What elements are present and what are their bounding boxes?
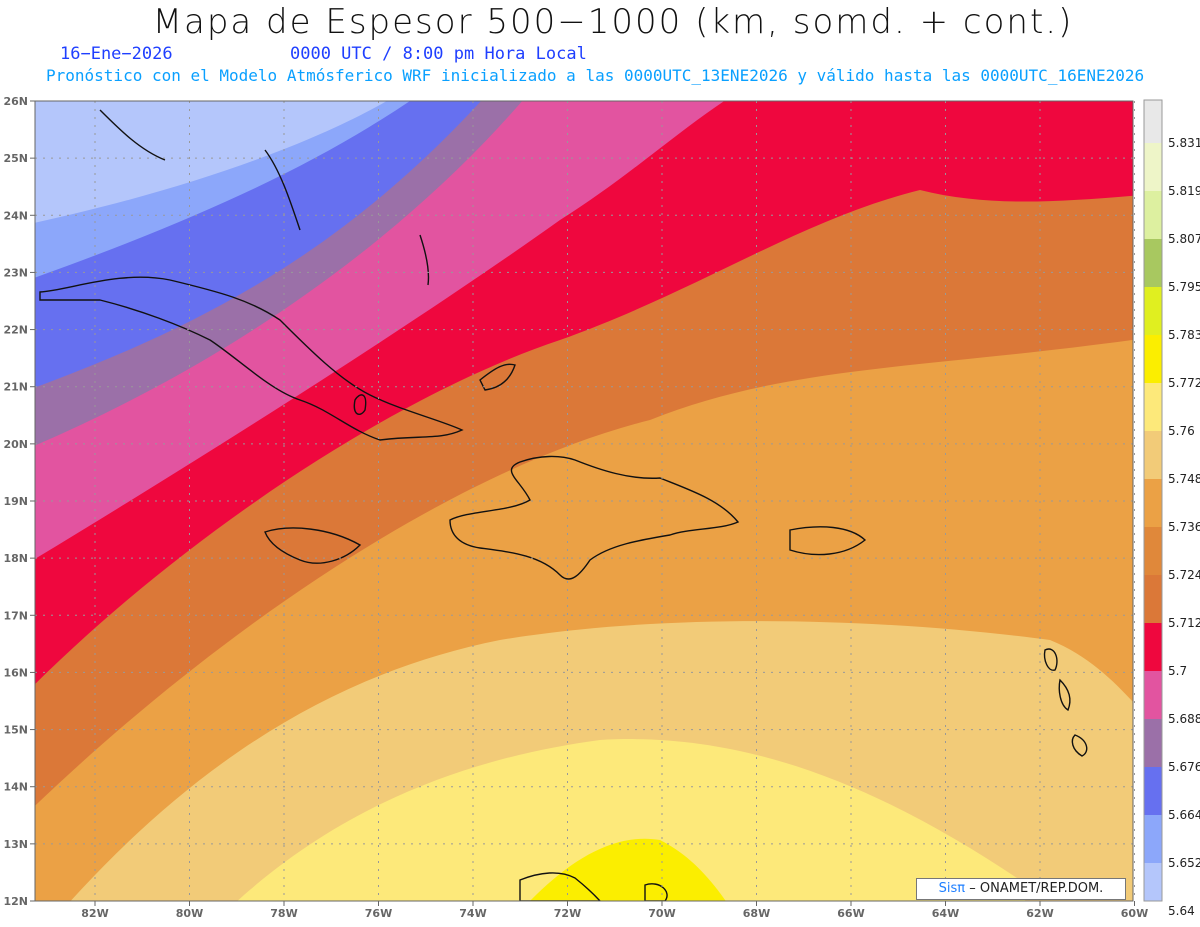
lon-label: 78W [270,907,297,920]
colorbar-swatch [1144,767,1162,815]
colorbar: 5.831 5.819 5.807 5.795 5.783 5.772 5.76 5.748 5… [1143,99,1200,918]
colorbar-frame [1143,99,1163,902]
lat-label: 25N [3,152,28,165]
graticule [35,100,1135,902]
colorbar-label: 5.676 [1168,760,1200,774]
lat-label: 18N [3,552,28,565]
colorbar-swatch [1144,671,1162,719]
lat-label: 17N [3,609,28,622]
valid-time: 0000 UTC / 8:00 pm Hora Local [290,44,587,64]
colorbar-label: 5.772 [1168,376,1200,390]
colorbar-label: 5.819 [1168,184,1200,198]
lat-label: 23N [3,266,28,279]
forecast-info: Pronóstico con el Modelo Atmósferico WRF… [46,66,1145,85]
lat-label: 13N [3,838,28,851]
lat-label: 20N [3,438,28,451]
lon-label: 80W [176,907,203,920]
lon-label: 74W [459,907,486,920]
lat-label: 12N [3,895,28,908]
lat-label: 19N [3,495,28,508]
colorbar-swatch [1144,239,1162,287]
lon-label: 76W [365,907,392,920]
thickness-bands [35,101,1133,901]
lon-label: 62W [1026,907,1053,920]
colorbar-label: 5.652 [1168,856,1200,870]
lon-label: 66W [837,907,864,920]
lat-label: 15N [3,724,28,737]
valid-date: 16−Ene−2026 [60,44,173,64]
colorbar-swatch [1144,383,1162,431]
credit-text: – ONAMET/REP.DOM. [969,881,1104,896]
lat-label: 21N [3,381,28,394]
lon-label: 64W [932,907,959,920]
sispi-logo: Sisπ [938,881,966,896]
colorbar-label: 5.783 [1168,328,1200,342]
lon-label: 82W [81,907,108,920]
lat-label: 24N [3,209,28,222]
lat-label: 16N [3,666,28,679]
colorbar-label: 5.807 [1168,232,1200,246]
colorbar-swatch [1144,431,1162,479]
colorbar-label: 5.736 [1168,520,1200,534]
colorbar-label: 5.748 [1168,472,1200,486]
latitude-labels: 26N 25N 24N 23N 22N 21N 20N 19N 18N 17N 16N 15N 14N 1… [3,95,35,908]
colorbar-label: 5.7 [1168,664,1187,678]
credit-box: Sisπ – ONAMET/REP.DOM. [916,878,1126,900]
colorbar-swatch [1144,719,1162,767]
colorbar-swatch [1144,863,1162,901]
colorbar-swatch [1144,143,1162,191]
colorbar-swatch [1144,191,1162,239]
colorbar-label: 5.831 [1168,136,1200,150]
colorbar-label: 5.795 [1168,280,1200,294]
longitude-labels: 82W 80W 78W 76W 74W 72W 70W 68W 66W 64W 62W 60W [81,901,1148,920]
colorbar-label: 5.64 [1168,904,1195,918]
colorbar-label: 5.688 [1168,712,1200,726]
lat-label: 26N [3,95,28,108]
lon-label: 72W [554,907,581,920]
lon-label: 70W [648,907,675,920]
lat-label: 14N [3,781,28,794]
colorbar-label: 5.76 [1168,424,1195,438]
colorbar-swatch [1144,527,1162,575]
colorbar-swatch [1144,100,1162,143]
colorbar-label: 5.724 [1168,568,1200,582]
coastlines [39,109,1088,901]
colorbar-label: 5.712 [1168,616,1200,630]
colorbar-label: 5.664 [1168,808,1200,822]
colorbar-swatch [1144,335,1162,383]
colorbar-swatch [1144,287,1162,335]
lon-label: 60W [1121,907,1148,920]
colorbar-swatch [1144,479,1162,527]
map-title: Mapa de Espesor 500−1000 (km, somd. + co… [152,2,1074,42]
colorbar-swatch [1144,623,1162,671]
colorbar-swatch [1144,815,1162,863]
lon-label: 68W [743,907,770,920]
colorbar-swatch [1144,575,1162,623]
lat-label: 22N [3,324,28,337]
